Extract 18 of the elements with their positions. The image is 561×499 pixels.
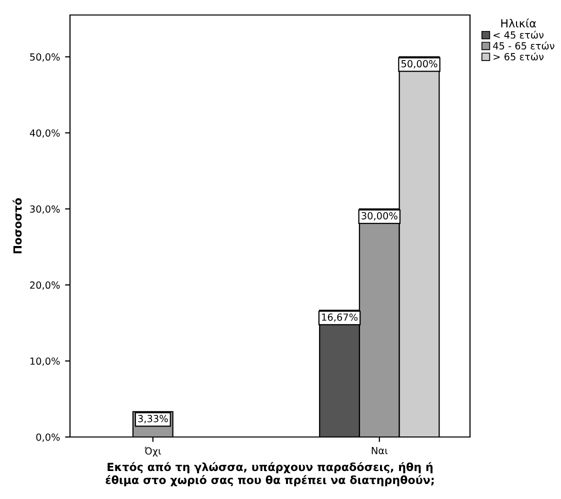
legend-label: < 45 ετών xyxy=(494,30,544,39)
y-tick-label: 20,0% xyxy=(30,281,60,290)
data-label: 16,67% xyxy=(322,313,358,322)
legend-label: > 65 ετών xyxy=(494,52,544,60)
legend-label: 45 - 65 ετών xyxy=(493,42,554,50)
y-tick-label: 0,0% xyxy=(36,433,60,442)
data-label: 30,00% xyxy=(362,212,398,220)
x-tick-label: Όχι xyxy=(144,446,161,457)
y-tick-label: 50,0% xyxy=(30,53,60,62)
y-tick-label: 40,0% xyxy=(30,129,60,138)
y-axis-title: Ποσοστό xyxy=(12,198,22,254)
y-tick-label: 10,0% xyxy=(30,357,60,366)
data-label: 3,33% xyxy=(138,414,168,424)
y-tick-label: 30,0% xyxy=(30,205,60,214)
x-tick-label: Ναι xyxy=(372,447,388,454)
legend-title: Ηλικία xyxy=(501,18,536,28)
x-axis-title: Εκτός από τη γλώσσα, υπάρχουν παραδόσεις, ήθη ή έθιμα στο χωριό σας που θα πρέπει να διατηρηθούν; xyxy=(106,462,434,486)
data-label: 50,00% xyxy=(401,60,438,68)
